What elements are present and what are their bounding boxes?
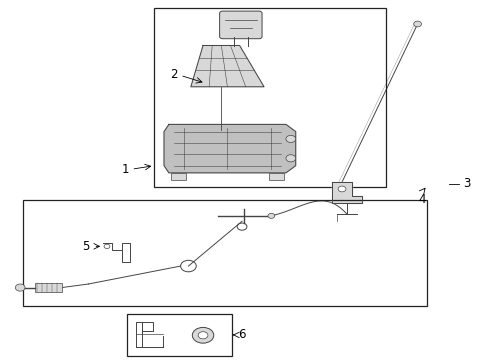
Text: 3: 3 [462, 177, 469, 190]
Circle shape [15, 284, 25, 291]
Text: 5: 5 [82, 240, 90, 253]
Bar [22, 200, 427, 306]
Polygon shape [331, 182, 361, 203]
Bar [268, 173, 283, 180]
Polygon shape [190, 45, 264, 87]
Circle shape [413, 21, 421, 27]
Circle shape [285, 155, 295, 162]
Circle shape [267, 213, 274, 219]
Bar [35, 283, 61, 292]
Polygon shape [163, 125, 295, 173]
Circle shape [337, 186, 345, 192]
Bar [127, 315, 232, 356]
Circle shape [192, 327, 213, 343]
Bar [154, 8, 385, 187]
Bar [171, 173, 185, 180]
Circle shape [198, 332, 207, 339]
Text: 2: 2 [170, 68, 177, 81]
FancyBboxPatch shape [219, 11, 262, 39]
Text: 6: 6 [238, 328, 245, 341]
Text: 4: 4 [418, 193, 426, 206]
Text: 1: 1 [121, 163, 128, 176]
Circle shape [285, 135, 295, 143]
